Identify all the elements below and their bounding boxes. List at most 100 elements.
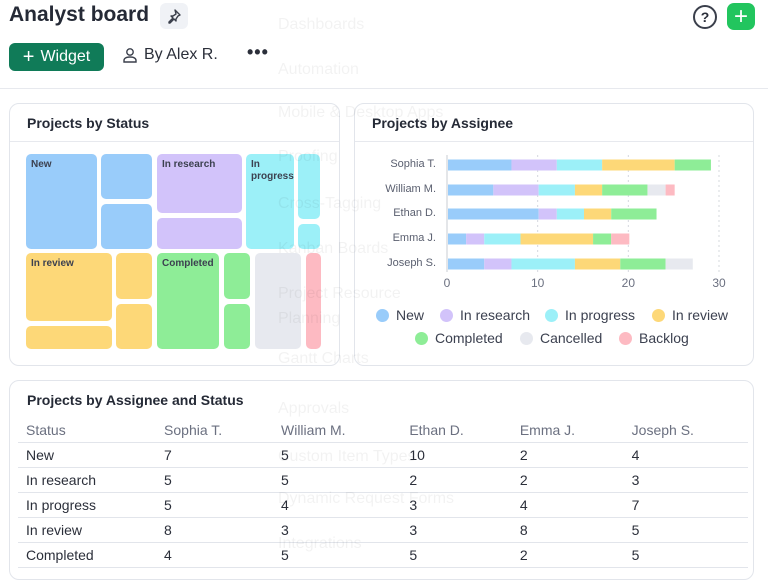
tile-in-review[interactable] xyxy=(26,326,112,349)
tile-in-progress[interactable] xyxy=(298,154,320,219)
legend-dot-icon xyxy=(440,308,453,322)
table-cell: 5 xyxy=(156,467,273,493)
legend-label: In review xyxy=(672,307,729,323)
y-tick-label: Emma J. xyxy=(392,232,436,244)
tile-in-review[interactable] xyxy=(116,304,152,349)
table-cell: 5 xyxy=(273,467,402,493)
y-tick-label: Ethan D. xyxy=(393,207,436,219)
tile-completed[interactable]: Completed xyxy=(157,253,219,349)
table-cell: 3 xyxy=(401,492,512,518)
tile-completed[interactable] xyxy=(224,304,250,349)
table-cell: 5 xyxy=(623,517,748,543)
table-cell: 4 xyxy=(273,492,402,518)
table-cell: 3 xyxy=(623,467,748,493)
table-cell: 3 xyxy=(401,517,512,543)
table-cell: 5 xyxy=(401,542,512,568)
question-circle-icon: ? xyxy=(700,9,710,25)
column-header[interactable]: Sophia T. xyxy=(156,418,273,443)
legend-item[interactable]: Backlog xyxy=(619,330,689,346)
table-cell: 10 xyxy=(401,442,512,468)
page-title: Analyst board xyxy=(9,3,150,26)
legend-dot-icon xyxy=(376,308,389,322)
tile-new[interactable] xyxy=(101,204,152,249)
tile-in-research[interactable]: In research xyxy=(157,154,242,213)
tile-in-progress[interactable]: In progress xyxy=(246,154,294,249)
table-header-row: Status Sophia T. William M. Ethan D. Emma J.… xyxy=(18,418,748,443)
table-cell: 5 xyxy=(156,492,273,518)
tile-cancelled[interactable] xyxy=(255,253,301,349)
y-tick-label: Joseph S. xyxy=(387,257,436,269)
column-header[interactable]: Ethan D. xyxy=(401,418,512,443)
status-cell: In review xyxy=(18,517,157,543)
status-cell: In progress xyxy=(18,492,157,518)
x-tick-label: 10 xyxy=(530,276,545,290)
y-tick-label: William M. xyxy=(385,183,436,195)
legend-label: New xyxy=(396,307,425,323)
plus-icon: + xyxy=(22,45,35,68)
x-tick-label: 30 xyxy=(712,276,726,290)
legend-item[interactable]: In review xyxy=(652,307,728,323)
tile-in-progress[interactable] xyxy=(298,224,320,249)
tile-new[interactable]: New xyxy=(26,154,97,249)
status-table: Status Sophia T. William M. Ethan D. Emma J.… xyxy=(18,418,748,568)
table-cell: 4 xyxy=(156,542,273,568)
table-cell: 5 xyxy=(273,542,402,568)
legend-item[interactable]: Completed xyxy=(415,330,503,346)
x-tick-label: 0 xyxy=(443,276,451,290)
owner-filter[interactable]: By Alex R. xyxy=(122,46,218,64)
column-header[interactable]: Emma J. xyxy=(511,418,624,443)
legend-dot-icon xyxy=(652,308,665,322)
table-row: Completed 4 5 5 2 5 xyxy=(18,542,748,568)
legend-dot-icon xyxy=(520,331,533,345)
column-header[interactable]: William M. xyxy=(273,418,402,443)
status-cell: In research xyxy=(18,467,157,493)
legend-label: Backlog xyxy=(639,330,689,346)
column-header[interactable]: Joseph S. xyxy=(623,418,748,443)
legend-label: In research xyxy=(460,307,531,323)
table-cell: 2 xyxy=(511,542,624,568)
tile-in-review[interactable]: In review xyxy=(26,253,112,321)
table-cell: 5 xyxy=(273,442,402,468)
legend-label: Cancelled xyxy=(540,330,603,346)
header-divider xyxy=(0,88,768,89)
tile-completed[interactable] xyxy=(224,253,250,299)
table-row: In review 8 3 3 8 5 xyxy=(18,517,748,543)
owner-label: By Alex R. xyxy=(144,46,218,63)
tile-in-research[interactable] xyxy=(157,218,242,249)
legend-label: In progress xyxy=(565,307,636,323)
legend-label: Completed xyxy=(435,330,503,346)
table-cell: 2 xyxy=(511,442,624,468)
table-row: New 7 5 10 2 4 xyxy=(18,442,748,468)
table-cell: 2 xyxy=(401,467,512,493)
widget-label: Widget xyxy=(40,48,91,65)
card-title: Projects by Assignee xyxy=(355,104,753,142)
table-cell: 4 xyxy=(511,492,624,518)
pin-button[interactable] xyxy=(160,3,188,29)
more-options-button[interactable]: ••• xyxy=(247,42,269,62)
table-cell: 4 xyxy=(623,442,748,468)
y-tick-label: Sophia T. xyxy=(390,158,436,170)
column-header[interactable]: Status xyxy=(18,418,157,443)
status-cell: New xyxy=(18,442,157,468)
tile-in-review[interactable] xyxy=(116,253,152,299)
legend-item[interactable]: Cancelled xyxy=(520,330,602,346)
tile-backlog[interactable] xyxy=(306,253,321,349)
legend-item[interactable]: In progress xyxy=(545,307,635,323)
legend-item[interactable]: In research xyxy=(440,307,530,323)
table-cell: 8 xyxy=(156,517,273,543)
tile-new[interactable] xyxy=(101,154,152,199)
legend-dot-icon xyxy=(619,331,632,345)
legend-item[interactable]: New xyxy=(376,307,424,323)
user-icon xyxy=(123,48,137,63)
table-cell: 7 xyxy=(623,492,748,518)
x-tick-label: 20 xyxy=(621,276,636,290)
help-button[interactable]: ? xyxy=(693,5,717,29)
overlay-menu-item: Dashboards xyxy=(278,16,365,33)
overlay-menu-item: Automation xyxy=(278,61,359,78)
add-widget-button[interactable]: + Widget xyxy=(9,43,104,71)
card-title: Projects by Status xyxy=(10,104,339,142)
table-cell: 8 xyxy=(511,517,624,543)
legend-dot-icon xyxy=(545,308,558,322)
add-button[interactable]: + xyxy=(727,3,755,30)
table-row: In research 5 5 2 2 3 xyxy=(18,467,748,493)
